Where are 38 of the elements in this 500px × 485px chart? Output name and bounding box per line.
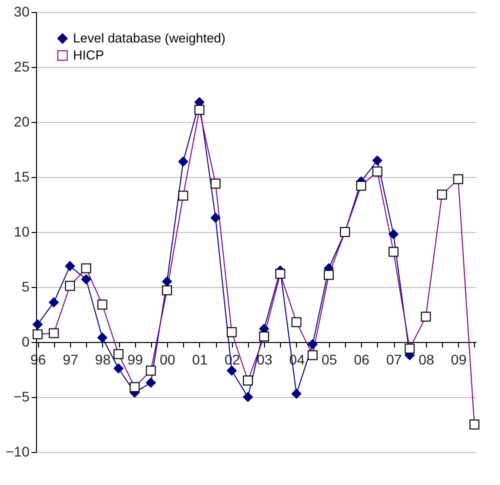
x-tick-label: 00 [160, 352, 176, 368]
x-tick-label: 08 [418, 352, 434, 368]
point [65, 261, 75, 272]
x-tick-label: 05 [322, 352, 338, 368]
x-tick-label: 99 [127, 352, 144, 368]
point [291, 388, 302, 399]
point [114, 363, 124, 374]
x-tick-label: 06 [354, 352, 370, 368]
y-tick-label: 25 [14, 58, 30, 74]
x-tick-label: 07 [386, 352, 402, 368]
y-tick-label: −5 [14, 388, 30, 404]
y-tick-label: 10 [14, 224, 30, 240]
point [48, 297, 59, 308]
y-tick-label: 0 [22, 334, 30, 350]
y-tick-label: 5 [22, 278, 30, 294]
x-tick-label: 09 [450, 352, 467, 368]
y-tick-label: −10 [6, 444, 30, 460]
point [81, 274, 92, 284]
point [162, 276, 172, 286]
legend-label: HICP [73, 48, 104, 62]
x-tick-label: 03 [256, 352, 273, 368]
point [226, 366, 237, 376]
y-tick-label: 20 [14, 114, 30, 130]
point [242, 392, 253, 402]
point [308, 339, 318, 350]
x-tick-label: 01 [192, 352, 208, 368]
point [210, 212, 221, 223]
legend-label: Level database (weighted) [73, 30, 226, 46]
x-tick-label: 98 [95, 352, 111, 368]
x-tick-label: 97 [62, 352, 78, 368]
point [146, 378, 156, 388]
point [388, 229, 398, 240]
point [178, 156, 188, 167]
point [97, 332, 108, 343]
point [372, 156, 382, 166]
y-tick-label: 15 [14, 168, 30, 184]
y-tick-label: 30 [14, 4, 30, 20]
point [32, 319, 43, 330]
